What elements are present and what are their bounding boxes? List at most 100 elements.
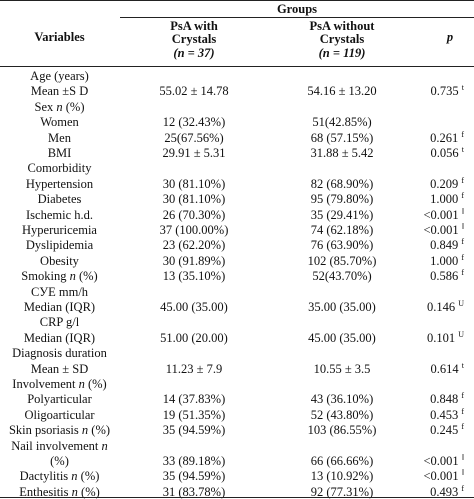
cell-without-crystals: 82 (68.90%)	[310, 177, 374, 191]
groups-rule	[120, 17, 474, 18]
col-b-n: (n = 119)	[318, 46, 366, 60]
row-label: Age (years)	[30, 69, 89, 83]
cell-p-value: <0.001 ‖	[423, 467, 464, 483]
cell-with-crystals: 35 (94.59%)	[162, 423, 226, 437]
cell-without-crystals: 52 (43.80%)	[310, 408, 374, 422]
cell-without-crystals: 31.88 ± 5.42	[310, 146, 374, 160]
table-bottom-rule	[0, 497, 474, 498]
cell-without-crystals: 92 (77.31%)	[310, 485, 374, 499]
cell-without-crystals: 95 (79.80%)	[310, 192, 374, 206]
cell-with-crystals: 45.00 (35.00)	[160, 300, 228, 314]
cell-without-crystals: 68 (57.15%)	[310, 131, 374, 145]
p-header: p	[446, 30, 454, 44]
cell-with-crystals: 30 (81.10%)	[162, 177, 226, 191]
cell-with-crystals: 37 (100.00%)	[159, 223, 229, 237]
row-label: (%)	[50, 454, 69, 468]
cell-with-crystals: 51.00 (20.00)	[160, 331, 228, 345]
row-label: Dyslipidemia	[25, 238, 94, 252]
cell-p-value: 0.146 U	[426, 298, 464, 314]
cell-p-value: 0.245 f	[430, 421, 464, 437]
row-label: Skin psoriasis n (%)	[8, 423, 111, 437]
cell-with-crystals: 25(67.56%)	[164, 131, 224, 145]
variables-header: Variables	[34, 30, 85, 44]
cell-with-crystals: 30 (81.10%)	[162, 192, 226, 206]
row-label: Oligoarticular	[24, 408, 95, 422]
row-label: Median (IQR)	[23, 300, 96, 314]
cell-p-value: 0.261 f	[430, 129, 464, 145]
cell-without-crystals: 35.00 (35.00)	[308, 300, 376, 314]
col-a-header-line2: Crystals	[171, 32, 217, 46]
cell-with-crystals: 13 (35.10%)	[162, 269, 226, 283]
row-label: Women	[40, 115, 79, 129]
cell-p-value: 0.493 f	[430, 483, 464, 499]
row-label: Nail involvement n	[11, 439, 108, 453]
cell-without-crystals: 51(42.85%)	[312, 115, 372, 129]
row-label: Involvement n (%)	[12, 377, 107, 391]
cell-without-crystals: 13 (10.92%)	[310, 469, 374, 483]
col-b-header-line2: Crystals	[319, 32, 365, 46]
cell-p-value: 0.614 t	[430, 360, 464, 376]
col-b-header-line1: PsA without	[309, 19, 375, 33]
row-label: Hypertension	[25, 177, 94, 191]
cell-with-crystals: 26 (70.30%)	[162, 208, 226, 222]
cell-p-value: 0.056 t	[430, 144, 464, 160]
cell-without-crystals: 45.00 (35.00)	[308, 331, 376, 345]
cell-p-value: 0.735 t	[430, 82, 464, 98]
row-label: Hyperuricemia	[22, 223, 97, 237]
cell-p-value: 0.101 U	[426, 329, 464, 345]
cell-p-value: 0.849 f	[430, 236, 464, 252]
cell-with-crystals: 55.02 ± 14.78	[159, 84, 229, 98]
cell-p-value: 1.000 f	[430, 252, 464, 268]
row-label: CRP g/l	[39, 315, 80, 329]
cell-p-value: 1.000 f	[430, 190, 464, 206]
row-label: BMI	[47, 146, 72, 160]
cell-without-crystals: 54.16 ± 13.20	[307, 84, 377, 98]
groups-header: Groups	[276, 2, 318, 16]
cell-p-value: <0.001 ‖	[423, 221, 464, 237]
row-label: Diabetes	[37, 192, 82, 206]
cell-p-value: 0.848 f	[430, 390, 464, 406]
cell-without-crystals: 74 (62.18%)	[310, 223, 374, 237]
row-label: CУE mm/h	[30, 285, 89, 299]
row-label: Comorbidity	[27, 161, 92, 175]
cell-with-crystals: 19 (51.35%)	[162, 408, 226, 422]
row-label: Polyarticular	[27, 392, 92, 406]
row-label: Median (IQR)	[23, 331, 96, 345]
row-label: Diagnosis duration	[12, 346, 107, 360]
table-top-rule	[0, 0, 474, 1]
col-a-header-line1: PsA with	[170, 19, 218, 33]
row-label: Enthesitis n (%)	[19, 485, 100, 499]
cell-p-value: 0.453 f	[430, 406, 464, 422]
row-label: Ischemic h.d.	[26, 208, 93, 222]
cell-with-crystals: 11.23 ± 7.9	[165, 362, 223, 376]
cell-without-crystals: 35 (29.41%)	[310, 208, 374, 222]
cell-with-crystals: 29.91 ± 5.31	[162, 146, 226, 160]
header-bottom-rule	[0, 66, 474, 67]
row-label: Obesity	[40, 254, 79, 268]
cell-with-crystals: 14 (37.83%)	[162, 392, 226, 406]
cell-without-crystals: 43 (36.10%)	[310, 392, 374, 406]
cell-without-crystals: 66 (66.66%)	[310, 454, 374, 468]
row-label: Sex n (%)	[34, 100, 85, 114]
row-label: Smoking n (%)	[21, 269, 98, 283]
cell-without-crystals: 76 (63.90%)	[310, 238, 374, 252]
cell-p-value: 0.209 f	[430, 175, 464, 191]
cell-with-crystals: 23 (62.20%)	[162, 238, 226, 252]
col-a-n: (n = 37)	[173, 46, 215, 60]
cell-with-crystals: 31 (83.78%)	[162, 485, 226, 499]
cell-without-crystals: 52(43.70%)	[312, 269, 372, 283]
cell-without-crystals: 10.55 ± 3.5	[313, 362, 371, 376]
cell-without-crystals: 102 (85.70%)	[307, 254, 377, 268]
cell-with-crystals: 33 (89.18%)	[162, 454, 226, 468]
row-label: Dactylitis n (%)	[19, 469, 100, 483]
cell-p-value: <0.001 ‖	[423, 206, 464, 222]
cell-with-crystals: 30 (91.89%)	[162, 254, 226, 268]
cell-p-value: 0.586 f	[430, 267, 464, 283]
row-label: Mean ±S D	[30, 84, 89, 98]
row-label: Men	[48, 131, 71, 145]
cell-p-value: <0.001 ‖	[423, 452, 464, 468]
cell-without-crystals: 103 (86.55%)	[307, 423, 377, 437]
cell-with-crystals: 12 (32.43%)	[162, 115, 226, 129]
cell-with-crystals: 35 (94.59%)	[162, 469, 226, 483]
row-label: Mean ± SD	[30, 362, 89, 376]
